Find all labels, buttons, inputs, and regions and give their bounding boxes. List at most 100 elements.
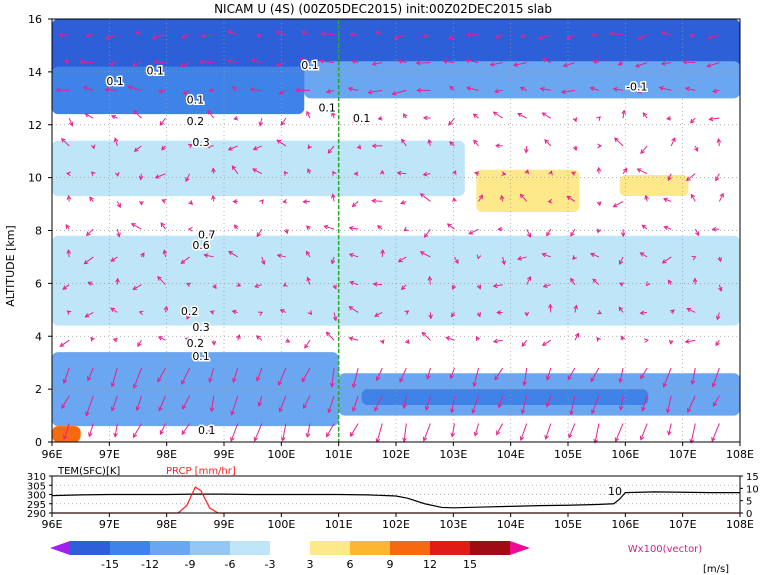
wind-vector	[252, 168, 263, 175]
wind-vector-head	[689, 438, 695, 444]
wind-vector-head	[87, 281, 93, 286]
x-tick-label: 104E	[497, 448, 525, 461]
wind-vector	[201, 34, 214, 37]
wind-vector	[84, 113, 94, 119]
wind-vector-head	[597, 309, 602, 315]
colorbar-unit: [m/s]	[703, 564, 729, 575]
colorbar-tick-label: -15	[101, 558, 119, 571]
wind-vector-head	[352, 118, 358, 123]
wind-vector	[157, 367, 166, 382]
wind-vector-head	[374, 30, 380, 36]
wind-vector-head	[379, 339, 385, 345]
wind-vector	[540, 88, 551, 91]
wind-vector-head	[60, 137, 66, 143]
wind-vector-head	[614, 437, 620, 443]
y-tick-label: 16	[28, 13, 42, 26]
wind-vector	[160, 222, 166, 230]
wind-vector-head	[706, 63, 712, 68]
wind-vector	[448, 34, 455, 40]
wind-vector-head	[347, 86, 353, 92]
wind-vector	[416, 62, 431, 64]
wind-vector	[403, 395, 407, 409]
wind-vector-head	[327, 408, 332, 414]
wind-vector	[306, 111, 311, 119]
wind-vector	[542, 339, 552, 346]
shaded-region-9	[619, 174, 689, 197]
wind-vector	[155, 173, 166, 179]
colorbar-tick-label: 3	[307, 558, 314, 571]
wind-vector-head	[157, 336, 163, 341]
wind-vector-head	[447, 34, 453, 40]
wind-vector	[60, 339, 70, 347]
wind-vector-head	[597, 143, 602, 149]
shaded-region-4	[52, 235, 740, 326]
wind-vector-head	[692, 277, 698, 283]
wind-vector-head	[282, 282, 288, 287]
wind-vector-head	[132, 285, 138, 290]
wind-vector-head	[306, 225, 311, 231]
wind-vector-head	[305, 250, 311, 256]
wind-vector-head	[618, 282, 624, 287]
wind-vector	[183, 89, 190, 95]
wind-vector	[473, 139, 479, 147]
wind-vector	[709, 117, 720, 120]
wind-vector-head	[230, 436, 235, 442]
colorbar-tick-label: 12	[423, 558, 437, 571]
wind-vector	[691, 367, 696, 385]
wind-vector	[494, 367, 504, 380]
colorbar-arrow-right	[510, 541, 530, 555]
wind-vector-head	[474, 171, 480, 176]
wind-vector-head	[375, 376, 381, 382]
wind-vector	[687, 395, 696, 413]
wind-vector-head	[302, 199, 308, 204]
wind-vector-head	[546, 231, 551, 237]
wind-vector-head	[618, 306, 624, 312]
main-y-axis: 0 2 4 6 8 10 12 14 16	[28, 13, 52, 449]
wind-vector	[397, 172, 407, 175]
contour-label: 0.7	[198, 228, 216, 241]
wind-vector-head	[279, 309, 285, 314]
wind-vector	[231, 395, 239, 415]
shaded-region-5	[52, 352, 339, 427]
wind-vector-head	[275, 62, 281, 67]
wind-vector-head	[231, 165, 237, 171]
wind-vector-head	[304, 343, 309, 349]
grid-lines	[52, 19, 740, 442]
wind-vector	[86, 228, 94, 236]
wind-vector	[105, 89, 118, 91]
wind-vector	[451, 395, 455, 413]
wind-vector	[609, 32, 624, 36]
wind-vector-head	[180, 34, 186, 39]
wind-vector	[256, 367, 263, 381]
wind-vector	[428, 139, 431, 147]
wind-vector-head	[590, 377, 595, 383]
wind-vector	[447, 223, 455, 230]
wind-vector	[546, 367, 552, 380]
wind-vector-head	[162, 249, 168, 255]
wind-vector-head	[85, 411, 90, 417]
wind-vector	[231, 165, 239, 174]
wind-vector-head	[113, 137, 119, 143]
wind-vector-head	[349, 432, 355, 437]
wind-vector	[496, 423, 504, 435]
wind-vector	[401, 139, 407, 147]
wind-vector	[637, 168, 648, 175]
wind-vector-head	[427, 138, 433, 144]
wind-vector-head	[545, 402, 551, 408]
wind-vector	[207, 110, 215, 119]
wind-vector	[667, 173, 672, 181]
wind-vector-head	[307, 144, 313, 150]
wind-vector	[570, 395, 576, 415]
wind-vector	[640, 367, 648, 379]
surface-x-tick-label: 103E	[439, 518, 467, 531]
wind-vector-head	[58, 32, 64, 38]
wind-vector-head	[356, 144, 362, 150]
wind-vector	[349, 227, 359, 230]
wind-vector-head	[211, 167, 216, 173]
wind-vector-head	[110, 406, 116, 412]
wind-vector	[279, 89, 287, 95]
wind-vector-head	[66, 194, 72, 200]
wind-vector	[590, 253, 600, 258]
wind-vector	[683, 61, 696, 64]
wind-vector-head	[278, 407, 283, 413]
